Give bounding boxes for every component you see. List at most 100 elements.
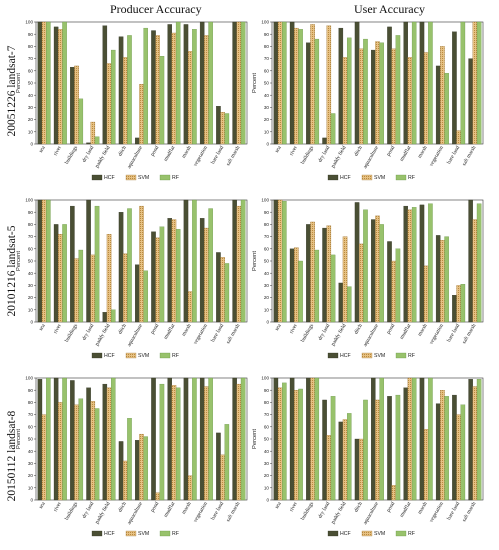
legend-swatch-svm [361,174,373,181]
bar-hcf-buildings [306,377,311,501]
y-tick-label: 20 [28,473,34,478]
bar-hcf-bare-land [452,394,457,501]
bar-svm-mudflat [171,219,177,323]
bar-svm-ditch [359,243,364,323]
y-tick-label: 50 [28,259,34,264]
bar-rf-salt-marsh [476,203,482,323]
x-category-label: ditch [353,501,364,514]
bar-hcf-bare-land [216,432,221,501]
bar-rf-aquaculture [379,224,384,323]
y-axis-label: Percent [16,73,22,93]
y-tick-label: 30 [28,105,34,110]
x-category-label: river [289,501,299,513]
bar-hcf-bare-land [216,106,221,145]
bar-svm-marsh [423,265,429,323]
x-category-label: marsh [181,323,193,338]
x-category-label: river [53,323,63,335]
bar-hcf-sea [37,21,43,145]
bar-svm-vegetation [440,390,445,501]
y-tick-label: 80 [264,222,270,227]
x-category-label: buildings [300,323,315,343]
y-tick-label: 60 [28,424,34,429]
bar-svm-buildings [74,404,79,501]
bar-rf-vegetation [444,73,449,145]
y-tick-label: 70 [28,412,34,417]
bar-hcf-pond [151,377,156,501]
bar-hcf-mudflat [403,205,409,323]
bar-rf-river [62,377,67,501]
bar-rf-vegetation [208,21,213,145]
bar-hcf-dry-land [86,199,91,323]
bar-hcf-aquaculture [135,264,140,323]
bar-hcf-aquaculture [371,49,376,145]
bar-rf-marsh [428,377,433,501]
y-tick-label: 20 [264,295,270,300]
bar-hcf-paddy-field [338,421,344,501]
legend-swatch-svm [125,530,137,537]
bar-hcf-buildings [306,224,311,323]
x-category-label: dry land [81,323,95,342]
x-category-label: buildings [64,145,79,165]
legend-swatch-hcf [327,530,339,537]
bar-rf-river [298,29,303,145]
bar-hcf-pond [387,396,392,501]
bar-svm-vegetation [440,46,445,145]
bar-svm-bare-land [456,414,461,501]
x-category-label: bare land [446,323,461,344]
bar-svm-dry-land [90,121,96,145]
bar-hcf-buildings [70,66,75,145]
x-category-label: marsh [417,501,429,516]
bar-rf-paddy-field [110,49,116,145]
y-tick-label: 0 [30,142,33,147]
bar-rf-salt-marsh [476,379,482,501]
bar-rf-sea [46,377,51,501]
x-category-label: aquaculture [126,144,144,169]
bar-hcf-marsh [183,377,189,501]
y-tick-label: 40 [28,271,34,276]
bar-svm-bare-land [456,130,461,145]
bar-svm-sea [41,414,47,501]
bar-hcf-salt-marsh [232,199,237,323]
bar-svm-paddy-field [106,63,112,145]
bar-hcf-aquaculture [371,219,376,323]
x-category-label: ditch [117,145,128,158]
x-category-label: marsh [181,501,193,516]
bar-hcf-buildings [70,380,75,501]
legend-label-rf: RF [172,353,179,359]
bar-rf-aquaculture [379,377,384,501]
column-title-producer-accuracy: Producer Accuracy [110,2,202,16]
bar-hcf-dry-land [322,137,327,145]
x-category-label: aquaculture [362,500,380,525]
x-category-label: aquaculture [126,322,144,347]
legend-label-hcf: HCF [340,531,351,537]
x-category-label: salt marsh [225,323,241,345]
legend-swatch-rf [159,530,171,537]
y-tick-label: 30 [264,105,270,110]
bar-hcf-buildings [306,42,311,145]
y-tick-label: 40 [28,93,34,98]
bar-hcf-river [53,26,59,145]
x-category-label: mudflat [398,322,413,340]
bar-hcf-marsh [183,24,189,145]
y-tick-label: 60 [28,68,34,73]
y-tick-label: 100 [261,376,269,381]
y-tick-label: 90 [28,388,34,393]
bar-svm-aquaculture [375,41,380,145]
y-tick-label: 60 [264,424,270,429]
x-category-label: paddy field [329,322,347,347]
bar-hcf-pond [387,241,392,323]
bar-rf-bare-land [460,284,466,323]
y-tick-label: 0 [266,498,269,503]
legend-swatch-hcf [91,530,103,537]
y-tick-label: 10 [264,129,270,134]
bar-svm-buildings [310,24,315,145]
bar-hcf-paddy-field [102,383,108,501]
legend-label-rf: RF [408,531,415,537]
bar-rf-sea [282,382,287,501]
y-tick-label: 20 [264,473,270,478]
bar-hcf-mudflat [403,21,409,145]
y-tick-label: 40 [264,449,270,454]
bar-hcf-aquaculture [135,137,140,145]
bar-svm-pond [155,35,160,145]
y-axis-label: Percent [252,429,258,449]
